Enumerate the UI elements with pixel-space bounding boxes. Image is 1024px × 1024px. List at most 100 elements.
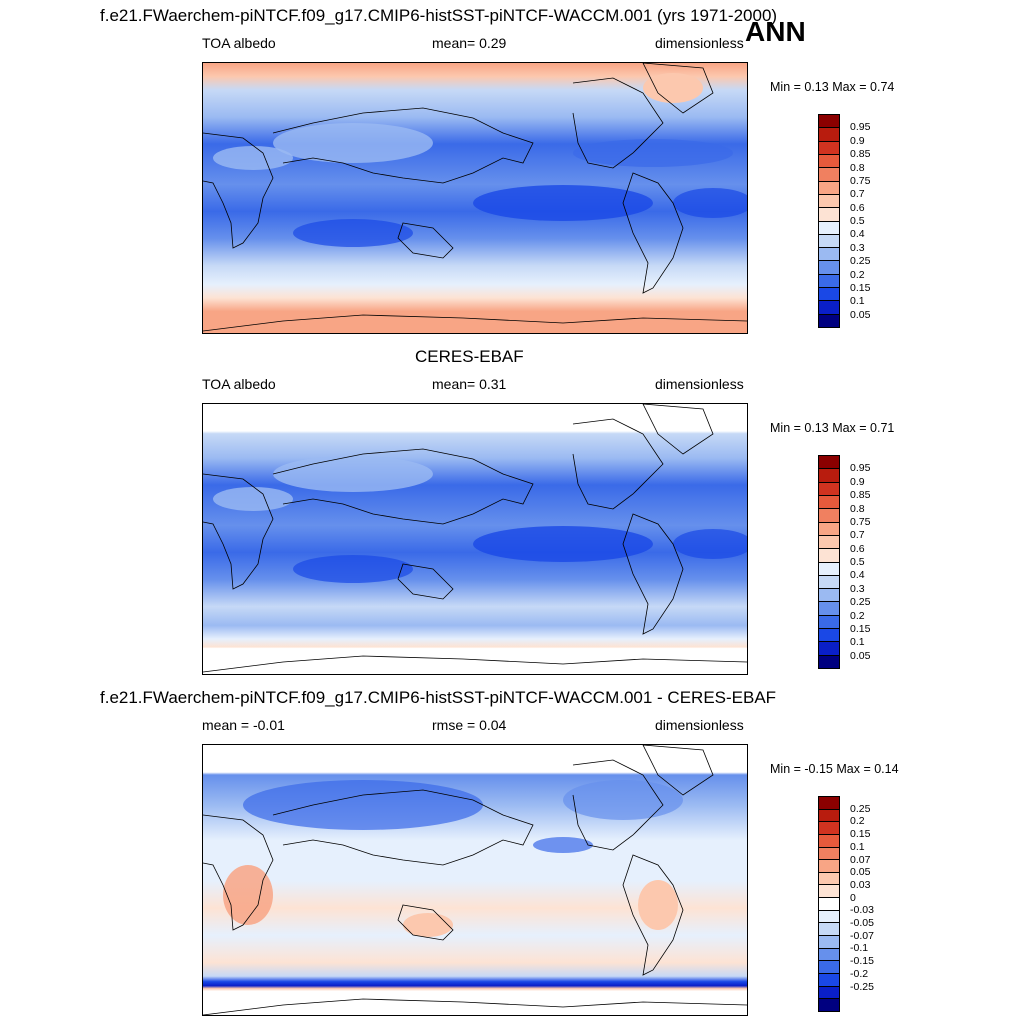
panel-3-minmax-label: Min = -0.15 Max = 0.14 [770, 762, 899, 776]
colorbar-swatch [819, 194, 839, 209]
panel-1-coastlines [203, 63, 747, 332]
colorbar-swatch [819, 274, 839, 289]
season-label: ANN [745, 16, 806, 47]
panel-3-colorbar [818, 796, 840, 1012]
panel-1-units-label: dimensionless [655, 35, 744, 51]
panel-3-map-svg [203, 745, 747, 1015]
colorbar-swatch [819, 961, 839, 974]
colorbar-swatch [819, 141, 839, 155]
panel-2-units-label: dimensionless [655, 376, 744, 392]
colorbar-swatch [819, 234, 839, 249]
colorbar-tick-label: 0.25 [850, 802, 871, 815]
colorbar-tick-label: 0.95 [850, 462, 871, 475]
colorbar-swatch [819, 128, 839, 142]
colorbar-swatch [819, 847, 839, 861]
panel-1-feature-atlantic-low [673, 188, 747, 218]
panel-3-feature-south-america-high [638, 880, 678, 930]
colorbar-tick-label: 0.85 [850, 489, 871, 502]
colorbar-swatch [819, 288, 839, 302]
colorbar-swatch [819, 642, 839, 656]
colorbar-tick-label: 0.05 [850, 649, 871, 662]
panel-1-variable-label: TOA albedo [202, 35, 276, 51]
panel-3-title: f.e21.FWaerchem-piNTCF.f09_g17.CMIP6-his… [100, 688, 777, 707]
colorbar-tick-label: -0.03 [850, 904, 874, 917]
colorbar-swatch [819, 248, 839, 262]
colorbar-tick-label: -0.25 [850, 980, 874, 993]
panel-2-feature-north-africa [213, 487, 293, 511]
colorbar-tick-label: 0.85 [850, 148, 871, 161]
panel-2-map-svg [203, 404, 747, 674]
panel-3-units-label: dimensionless [655, 717, 744, 733]
colorbar-tick-label: 0 [850, 891, 856, 904]
panel-1-feature-asia [273, 123, 433, 163]
panel-3-feature-north-america-low [563, 780, 683, 820]
colorbar-tick-label: 0.8 [850, 161, 865, 174]
panel-2-feature-indian-low [293, 555, 413, 583]
colorbar-tick-label: 0.07 [850, 853, 871, 866]
colorbar-swatch [819, 221, 839, 235]
colorbar-swatch [819, 986, 839, 1000]
colorbar-swatch [819, 482, 839, 496]
panel-1-feature-north-africa [213, 146, 293, 170]
colorbar-swatch [819, 822, 839, 835]
colorbar-swatch [819, 860, 839, 873]
colorbar-swatch [819, 615, 839, 630]
colorbar-swatch [819, 589, 839, 603]
colorbar-tick-label: 0.1 [850, 840, 865, 853]
colorbar-swatch [819, 456, 839, 470]
colorbar-tick-label: 0.05 [850, 308, 871, 321]
panel-3-feature-asia-low [243, 780, 483, 830]
panel-2-map [202, 403, 748, 675]
colorbar-swatch [819, 495, 839, 510]
colorbar-swatch [819, 549, 839, 563]
panel-3-coastlines [203, 745, 747, 1015]
panel-2-feature-atlantic-low [673, 529, 747, 559]
panel-1-feature-pacific-low [473, 185, 653, 221]
colorbar-swatch [819, 469, 839, 483]
colorbar-swatch [819, 948, 839, 962]
colorbar-tick-label: 0.25 [850, 596, 871, 609]
panel-3-field [203, 745, 747, 1015]
colorbar-tick-label: 0.75 [850, 515, 871, 528]
colorbar-tick-label: -0.2 [850, 967, 869, 980]
colorbar-swatch [819, 999, 839, 1011]
panel-2-coastlines [203, 404, 747, 673]
colorbar-tick-label: -0.07 [850, 929, 874, 942]
panel-2-title: CERES-EBAF [415, 347, 524, 366]
panel-1-map [202, 62, 748, 334]
colorbar-tick-label: 0.3 [850, 241, 865, 254]
colorbar-swatch [819, 655, 839, 668]
colorbar-tick-label: 0.03 [850, 878, 871, 891]
colorbar-tick-label: 0.05 [850, 866, 871, 879]
panel-2-minmax-label: Min = 0.13 Max = 0.71 [770, 421, 895, 435]
colorbar-tick-label: 0.6 [850, 542, 865, 555]
colorbar-swatch [819, 115, 839, 129]
colorbar-swatch [819, 535, 839, 550]
panel-3-mean-label: mean = -0.01 [202, 717, 285, 733]
panel-3-feature-pacific-low [533, 837, 593, 853]
panel-1-title: f.e21.FWaerchem-piNTCF.f09_g17.CMIP6-his… [100, 6, 778, 25]
colorbar-swatch [819, 629, 839, 643]
colorbar-swatch [819, 936, 839, 949]
colorbar-tick-label: 0.2 [850, 268, 865, 281]
panel-1-feature-indian-low [293, 219, 413, 247]
colorbar-tick-label: 0.9 [850, 475, 865, 488]
colorbar-swatch [819, 208, 839, 222]
panel-1-map-svg [203, 63, 747, 333]
colorbar-swatch [819, 522, 839, 536]
colorbar-tick-label: 0.15 [850, 828, 871, 841]
colorbar-tick-label: 0.5 [850, 556, 865, 568]
colorbar-swatch [819, 562, 839, 576]
colorbar-tick-label: -0.05 [850, 917, 874, 930]
colorbar-tick-label: 0.3 [850, 582, 865, 595]
colorbar-tick-label: 0.2 [850, 815, 865, 828]
colorbar-tick-label: 0.75 [850, 174, 871, 187]
colorbar-swatch [819, 910, 839, 924]
colorbar-tick-label: 0.4 [850, 569, 865, 582]
colorbar-swatch [819, 973, 839, 987]
colorbar-tick-label: 0.6 [850, 201, 865, 214]
panel-3-map [202, 744, 748, 1016]
colorbar-swatch [819, 261, 839, 275]
colorbar-swatch [819, 898, 839, 911]
colorbar-swatch [819, 885, 839, 899]
